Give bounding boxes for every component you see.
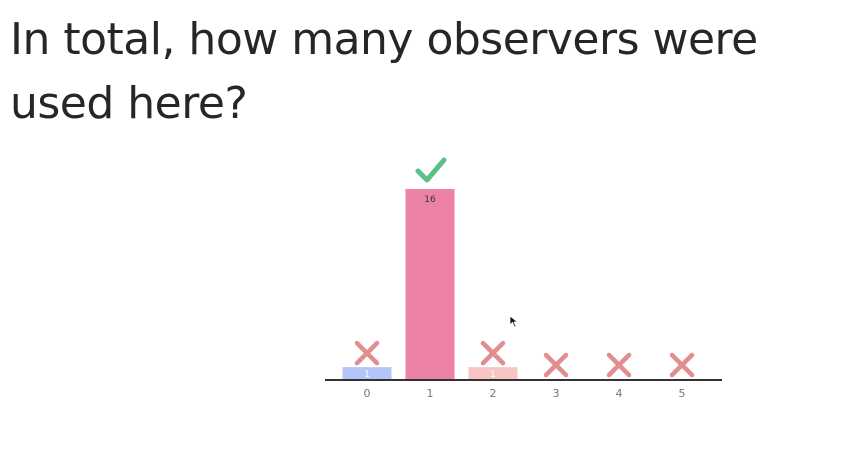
tick-label-5: 5: [679, 387, 686, 400]
tick-label-3: 3: [553, 387, 560, 400]
tick-label-1: 1: [427, 387, 434, 400]
bar-2: [468, 367, 518, 379]
tick-label-0: 0: [364, 387, 371, 400]
value-label-0: 1: [364, 370, 370, 380]
tick-label-4: 4: [616, 387, 623, 400]
bar-1: [405, 189, 455, 379]
mouse-cursor-icon: [509, 315, 519, 328]
check-icon: [415, 157, 447, 183]
value-label-2: 1: [490, 370, 496, 380]
value-label-1: 16: [424, 195, 436, 205]
cross-icon: [480, 340, 506, 366]
question-text: In total, how many observers were used h…: [10, 14, 758, 129]
cross-icon: [354, 340, 380, 366]
cross-icon: [606, 352, 632, 378]
cross-icon: [669, 352, 695, 378]
tick-label-2: 2: [490, 387, 497, 400]
bar-0: [342, 367, 392, 379]
cross-icon: [543, 352, 569, 378]
